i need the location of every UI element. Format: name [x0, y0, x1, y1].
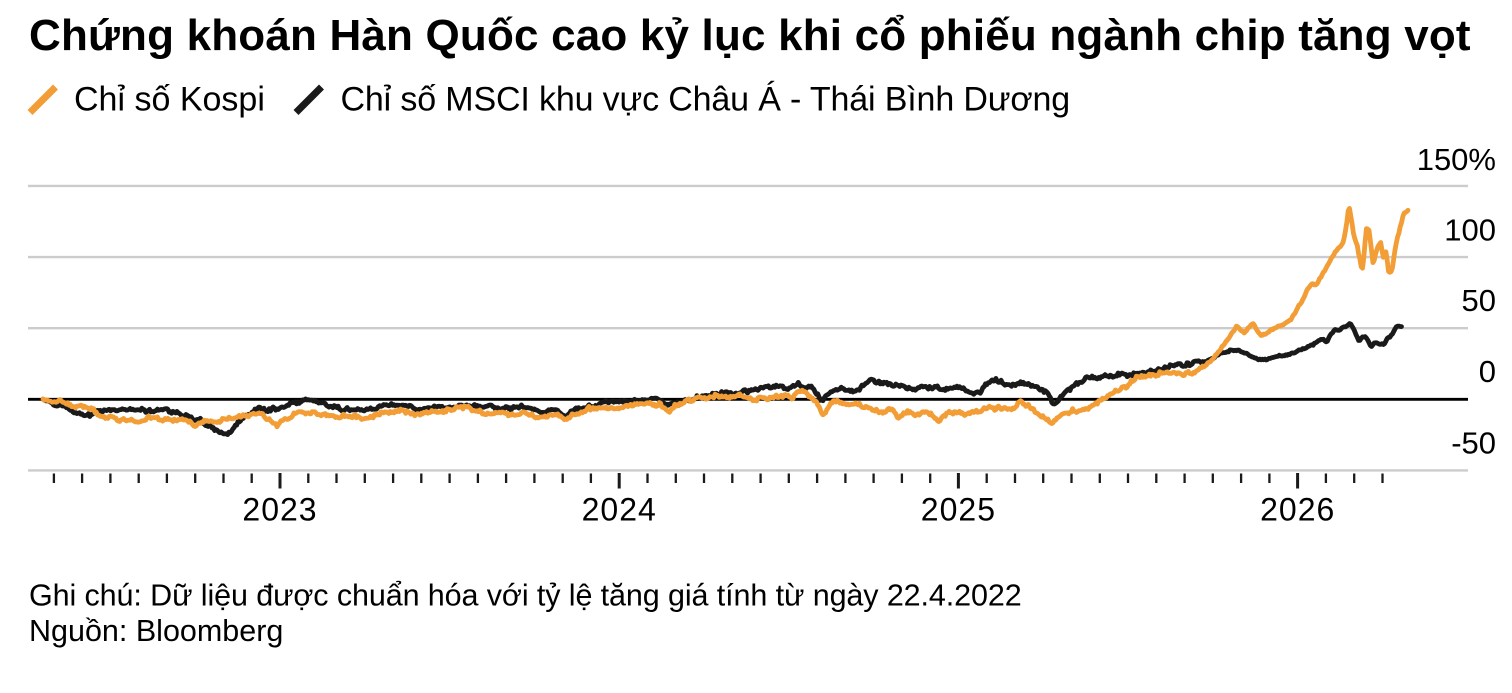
- svg-text:Chỉ số MSCI khu vực Châu Á - T: Chỉ số MSCI khu vực Châu Á - Thái Bình D…: [341, 81, 1071, 119]
- svg-text:2024: 2024: [582, 492, 657, 528]
- svg-text:Nguồn: Bloomberg: Nguồn: Bloomberg: [29, 614, 283, 648]
- svg-text:Ghi chú: Dữ liệu được chuẩn hó: Ghi chú: Dữ liệu được chuẩn hóa với tỷ l…: [29, 579, 1022, 613]
- svg-text:150%: 150%: [1417, 142, 1496, 177]
- svg-text:100: 100: [1444, 213, 1496, 248]
- svg-text:50: 50: [1462, 283, 1496, 318]
- svg-text:2023: 2023: [242, 492, 317, 528]
- svg-text:0: 0: [1479, 354, 1496, 389]
- svg-text:2026: 2026: [1260, 492, 1335, 528]
- svg-text:-50: -50: [1451, 426, 1496, 461]
- svg-text:2025: 2025: [921, 492, 996, 528]
- svg-text:Chỉ số Kospi: Chỉ số Kospi: [74, 81, 265, 119]
- svg-text:Chứng khoán Hàn Quốc cao kỷ lụ: Chứng khoán Hàn Quốc cao kỷ lục khi cổ p…: [29, 11, 1471, 60]
